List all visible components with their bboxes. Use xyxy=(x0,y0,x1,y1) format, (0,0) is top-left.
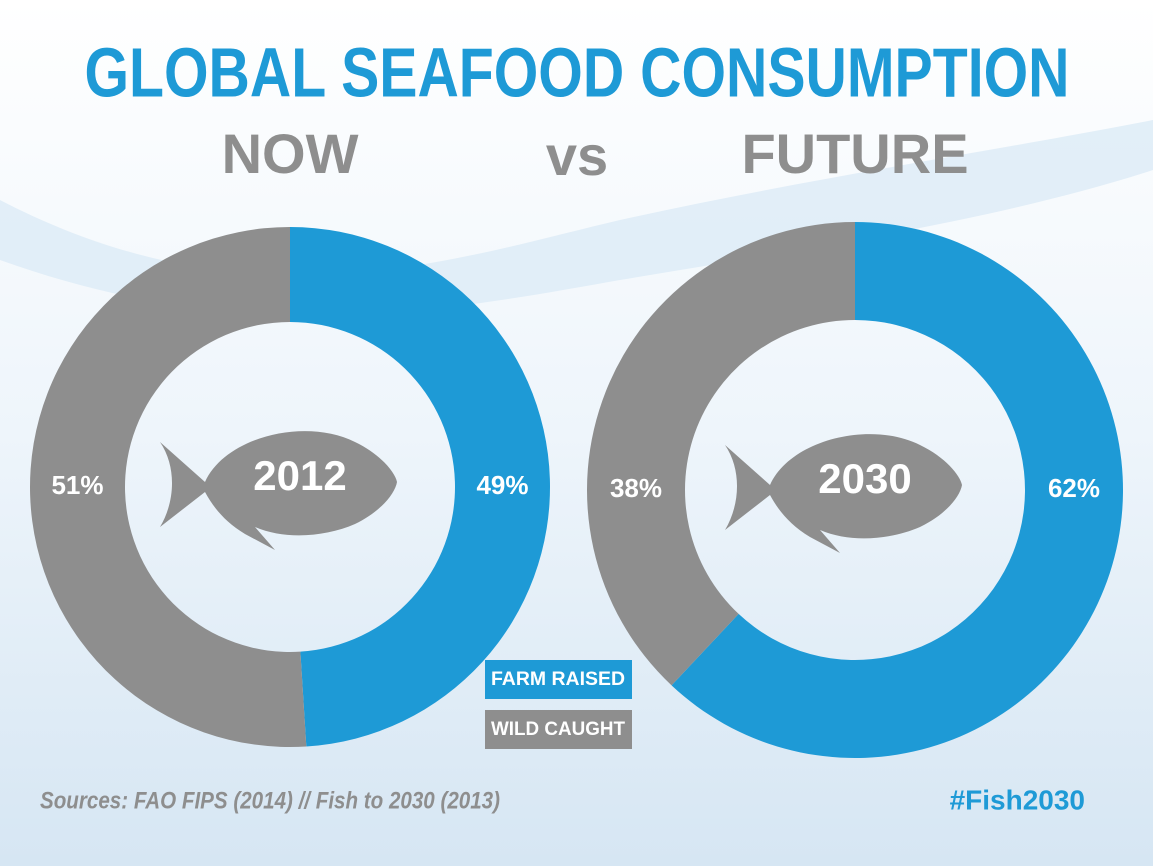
source: Sources: FAO FIPS (2014) // Fish to 2030… xyxy=(40,787,500,814)
donut-segment xyxy=(587,221,855,686)
donut-segment xyxy=(29,227,307,748)
fish-body xyxy=(160,431,397,550)
center-label: 2012 xyxy=(253,452,346,499)
chart-subtitle: NOW xyxy=(222,122,359,185)
legend-label: WILD CAUGHT xyxy=(491,719,625,740)
legend-swatch xyxy=(485,660,632,699)
donut-segment xyxy=(290,227,550,747)
value-label: 49% xyxy=(476,470,528,500)
legend-label: FARM RAISED xyxy=(491,669,625,690)
value-label: 62% xyxy=(1048,473,1100,503)
donut-segment xyxy=(671,222,1123,758)
wave xyxy=(0,120,1153,316)
vs: vs xyxy=(546,124,608,187)
hashtag: #Fish2030 xyxy=(950,784,1085,815)
center-label: 2030 xyxy=(818,455,911,502)
chart-subtitle: FUTURE xyxy=(741,122,968,185)
title: GLOBAL SEAFOOD CONSUMPTION xyxy=(85,33,1070,111)
fish-icon xyxy=(160,431,397,550)
fish-body xyxy=(725,434,962,553)
legend-swatch xyxy=(485,710,632,749)
value-label: 38% xyxy=(610,473,662,503)
value-label: 51% xyxy=(51,470,103,500)
fish-icon xyxy=(725,434,962,553)
